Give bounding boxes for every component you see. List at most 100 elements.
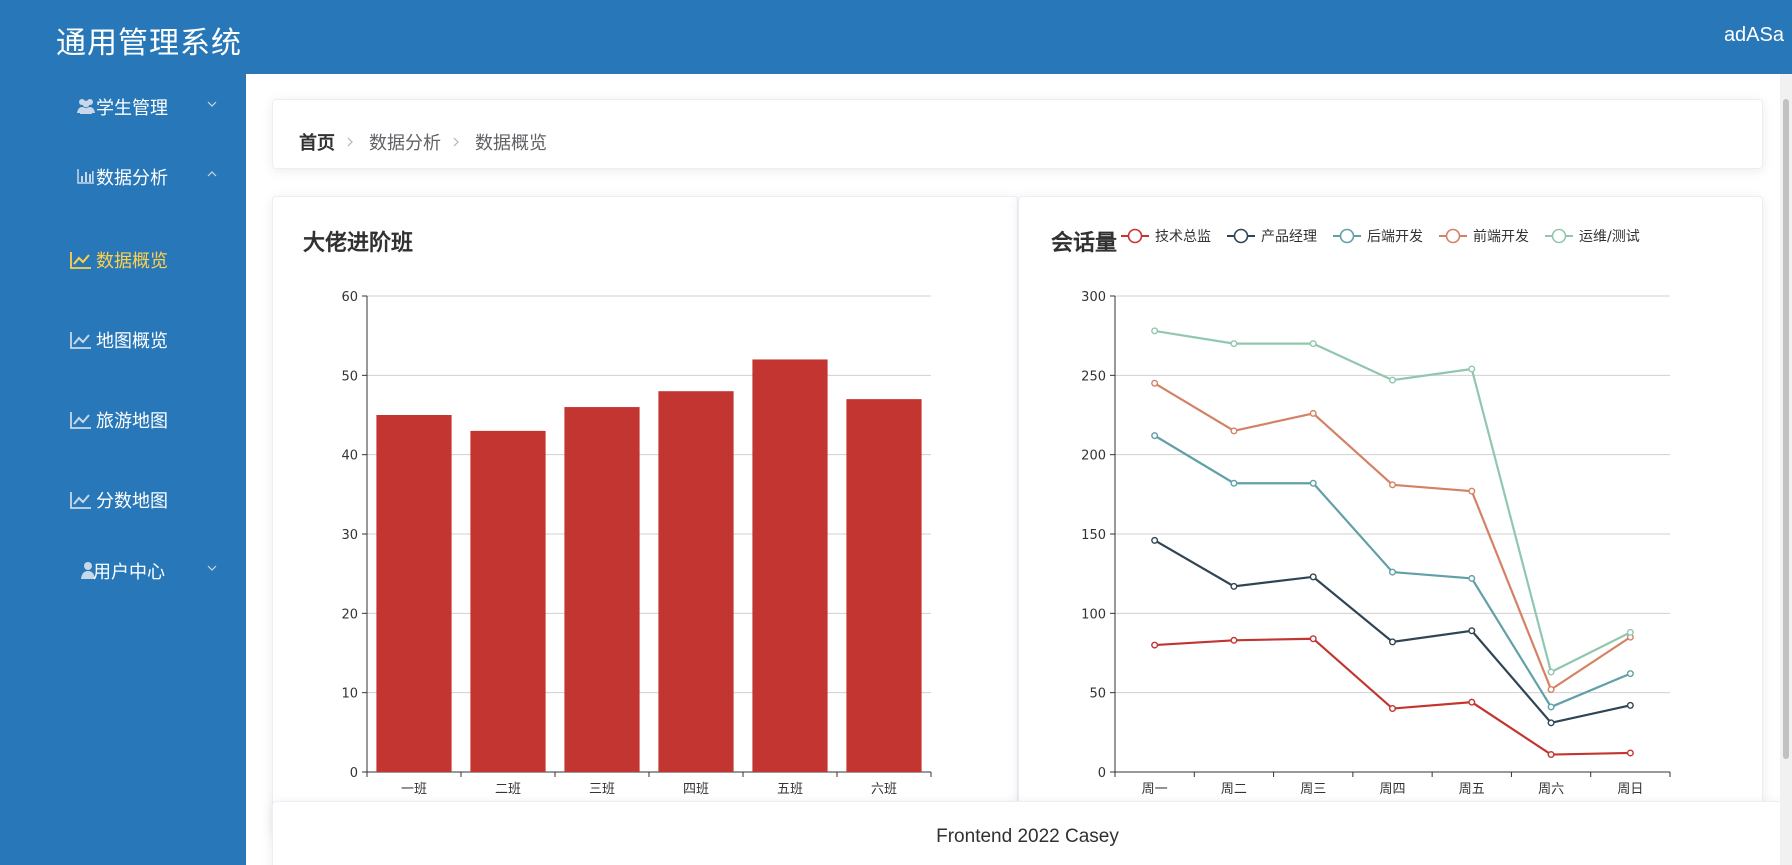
footer-text: Frontend 2022 Casey — [936, 826, 1119, 847]
legend-label: 后端开发 — [1367, 229, 1423, 245]
data-point — [1309, 409, 1317, 417]
x-tick-label: 周四 — [1379, 782, 1405, 797]
breadcrumb-card: 首页 数据分析 数据概览 — [272, 99, 1763, 169]
data-point — [1626, 628, 1634, 636]
data-point — [1230, 479, 1238, 487]
data-point — [1389, 638, 1397, 646]
data-point — [1230, 427, 1238, 435]
legend-label: 运维/测试 — [1579, 229, 1640, 245]
sidebar-item-map-overview[interactable]: 地图概览 — [0, 314, 246, 364]
x-tick-label: 六班 — [871, 782, 897, 797]
series-line — [1154, 539, 1631, 725]
breadcrumb: 首页 数据分析 数据概览 — [299, 129, 547, 155]
breadcrumb-item[interactable]: 数据分析 — [369, 133, 441, 154]
data-point — [1468, 574, 1476, 582]
users-icon — [77, 99, 95, 114]
data-point — [1468, 365, 1476, 373]
series-line — [1154, 637, 1631, 756]
bar-chart-card: 大佬进阶班 0 10 20 30 40 50 60 一班 二班 三班 四班 五班 六班 — [272, 196, 1018, 836]
user-icon — [81, 562, 95, 579]
data-point — [1547, 668, 1555, 676]
menu-group-student-management[interactable]: 学生管理 — [0, 84, 246, 128]
chevron-down-icon — [207, 101, 217, 107]
data-point — [1151, 641, 1159, 649]
menu-group-user-center[interactable]: 用户中心 — [0, 548, 246, 592]
chevron-down-icon — [207, 565, 217, 571]
legend-label: 前端开发 — [1473, 228, 1529, 245]
scrollbar[interactable] — [1780, 74, 1792, 865]
legend-symbol — [1233, 228, 1249, 244]
bar — [658, 391, 734, 772]
bar — [376, 415, 452, 772]
sidebar: 学生管理 数据分析 数据概览 地图概览 旅游地图 — [0, 74, 246, 865]
y-tick-label: 10 — [341, 687, 358, 702]
chart-title: 会话量 — [1051, 231, 1118, 256]
data-point — [1309, 635, 1317, 643]
line-chart-card: 会话量 0 50 100 150 200 250 300 周一 周二 周三 周四 周五 周六 周日 技术总监… — [1018, 196, 1763, 836]
data-point — [1151, 536, 1159, 544]
data-point — [1230, 636, 1238, 644]
data-point — [1626, 701, 1634, 709]
data-point — [1151, 379, 1159, 387]
x-tick-label: 周一 — [1142, 782, 1168, 797]
data-point — [1389, 568, 1397, 576]
data-point — [1230, 340, 1238, 348]
menu-group-label: 学生管理 — [96, 98, 168, 119]
line-chart-icon — [70, 412, 91, 429]
data-point — [1547, 685, 1555, 693]
legend-symbol — [1551, 228, 1567, 244]
x-tick-label: 三班 — [589, 782, 615, 797]
chevron-up-icon — [207, 171, 217, 177]
data-point — [1626, 749, 1634, 757]
scrollbar-thumb[interactable] — [1783, 99, 1789, 759]
x-tick-label: 周日 — [1617, 782, 1643, 797]
sidebar-item-data-overview[interactable]: 数据概览 — [0, 234, 246, 284]
data-point — [1309, 340, 1317, 348]
main-content: 首页 数据分析 数据概览 大佬进阶班 0 10 20 30 40 50 60 一班 二班 三班 四班… — [246, 74, 1792, 865]
legend-symbol — [1339, 228, 1355, 244]
y-tick-label: 50 — [341, 369, 358, 384]
data-point — [1547, 719, 1555, 727]
data-point — [1389, 481, 1397, 489]
x-tick-label: 五班 — [777, 782, 803, 797]
data-point — [1151, 432, 1159, 440]
sidebar-item-label: 旅游地图 — [96, 411, 168, 432]
data-point — [1626, 670, 1634, 678]
legend-symbol — [1445, 228, 1461, 244]
bar — [470, 430, 546, 772]
line-chart: 0 50 100 150 200 250 300 周一 周二 周三 周四 周五 周六 周日 技术总监 产品经理… — [1081, 228, 1671, 797]
bar-chart: 0 10 20 30 40 50 60 一班 二班 三班 四班 五班 六班 — [341, 290, 932, 797]
sidebar-item-label: 分数地图 — [96, 491, 168, 512]
data-point — [1468, 627, 1476, 635]
chevron-right-icon — [347, 137, 353, 147]
footer: Frontend 2022 Casey — [272, 801, 1783, 865]
x-tick-label: 周五 — [1459, 782, 1485, 797]
line-chart-icon — [70, 492, 91, 509]
x-tick-label: 四班 — [683, 782, 709, 797]
bar-chart-icon — [77, 169, 94, 184]
y-tick-label: 0 — [1098, 766, 1106, 781]
data-point — [1309, 573, 1317, 581]
line-chart-icon — [70, 332, 91, 349]
data-point — [1309, 479, 1317, 487]
y-tick-label: 100 — [1081, 607, 1106, 622]
data-point — [1230, 582, 1238, 590]
legend-label: 产品经理 — [1261, 229, 1317, 245]
y-tick-label: 30 — [341, 528, 358, 543]
data-point — [1468, 698, 1476, 706]
menu-group-data-analysis[interactable]: 数据分析 — [0, 154, 246, 198]
breadcrumb-current: 数据概览 — [475, 133, 547, 154]
x-tick-label: 周六 — [1538, 782, 1564, 797]
legend-label: 技术总监 — [1155, 229, 1211, 245]
bar — [752, 359, 828, 772]
y-tick-label: 0 — [350, 766, 358, 781]
breadcrumb-home[interactable]: 首页 — [299, 133, 335, 154]
y-tick-label: 50 — [1089, 687, 1106, 702]
data-point — [1151, 327, 1159, 335]
user-menu[interactable]: adASa — [1723, 24, 1784, 46]
sidebar-item-travel-map[interactable]: 旅游地图 — [0, 394, 246, 444]
sidebar-item-score-map[interactable]: 分数地图 — [0, 474, 246, 524]
menu-group-label: 用户中心 — [93, 562, 165, 583]
y-tick-label: 60 — [341, 290, 358, 305]
data-point — [1389, 705, 1397, 713]
